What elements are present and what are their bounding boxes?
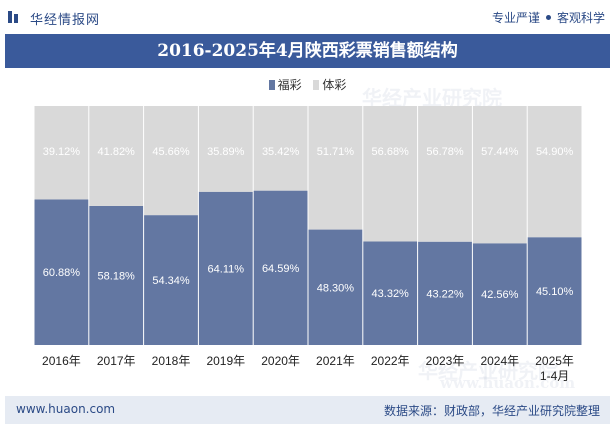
bar-fucai-2 (144, 215, 198, 345)
bar-fucai-9 (527, 237, 582, 345)
x-tick-label-9-line1: 1-4月 (540, 369, 569, 383)
slogan-dot (545, 15, 551, 20)
bar-ticai-1 (89, 106, 144, 206)
x-tick-label-1: 2017年 (97, 354, 136, 368)
data-label-fucai-6: 43.32% (372, 288, 410, 300)
data-label-ticai-2: 45.66% (152, 146, 190, 158)
x-tick-label-6: 2022年 (371, 354, 410, 368)
data-label-fucai-9: 45.10% (536, 286, 574, 298)
data-label-fucai-5: 48.30% (317, 282, 355, 294)
bar-ticai-9 (527, 106, 582, 238)
bar-fucai-6 (363, 241, 418, 345)
data-label-ticai-8: 57.44% (481, 146, 519, 158)
legend-swatch-fucai (268, 79, 275, 90)
x-tick-label-0: 2016年 (42, 354, 81, 368)
footer-url: www.huaon.com (16, 402, 116, 416)
top-bar: 华经情报网 专业严谨 客观科学 (0, 0, 615, 34)
bar-fucai-1 (89, 205, 144, 345)
bar-fucai-7 (418, 241, 472, 345)
legend-item-ticai: 体彩 (313, 76, 346, 93)
bar-ticai-3 (198, 106, 253, 192)
data-label-fucai-0: 60.88% (43, 267, 81, 279)
data-label-fucai-8: 42.56% (481, 289, 519, 301)
bar-ticai-5 (308, 106, 363, 230)
data-label-fucai-3: 64.11% (208, 263, 245, 275)
slogan-left: 专业严谨 (491, 11, 540, 25)
slogan-right: 客观科学 (556, 11, 605, 25)
data-label-fucai-7: 43.22% (426, 288, 464, 300)
data-label-ticai-5: 51.71% (317, 146, 355, 158)
bar-chart-logo-icon (8, 11, 18, 23)
bar-fucai-8 (472, 243, 527, 345)
bar-ticai-8 (472, 106, 527, 244)
bar-ticai-0 (34, 106, 89, 200)
x-tick-label-7: 2023年 (426, 354, 465, 368)
x-tick-label-5: 2021年 (316, 354, 355, 368)
data-label-fucai-4: 64.59% (262, 263, 300, 275)
legend-swatch-ticai (313, 79, 320, 90)
data-label-ticai-6: 56.68% (372, 146, 410, 158)
bar-ticai-7 (418, 106, 472, 242)
legend-item-fucai: 福彩 (268, 76, 302, 93)
chart-title: 2016-2025年4月陕西彩票销售额结构 (5, 34, 610, 68)
bar-fucai-5 (308, 229, 363, 345)
bar-ticai-4 (253, 106, 308, 191)
data-label-ticai-9: 54.90% (536, 146, 574, 158)
footer: www.huaon.com 数据来源：财政部，华经产业研究院整理 (5, 396, 610, 424)
bar-fucai-4 (253, 190, 308, 345)
data-label-ticai-7: 56.78% (426, 146, 464, 158)
bar-fucai-3 (198, 191, 253, 345)
x-tick-label-8: 2024年 (480, 354, 519, 368)
data-label-ticai-0: 39.12% (43, 146, 81, 158)
data-label-ticai-1: 41.82% (98, 146, 136, 158)
bar-ticai-2 (144, 106, 198, 216)
data-label-fucai-1: 58.18% (98, 270, 136, 282)
data-label-fucai-2: 54.34% (152, 275, 190, 287)
x-tick-label-4: 2020年 (261, 354, 300, 368)
bar-fucai-0 (34, 199, 89, 345)
x-tick-label-2: 2018年 (152, 354, 191, 368)
bar-ticai-6 (363, 106, 418, 242)
chart-legend: 福彩 体彩 (0, 76, 615, 93)
x-tick-label-3: 2019年 (206, 354, 245, 368)
legend-label-ticai: 体彩 (322, 78, 347, 92)
data-label-ticai-4: 35.42% (262, 146, 300, 158)
slogan: 专业严谨 客观科学 (492, 9, 605, 26)
legend-label-fucai: 福彩 (277, 78, 302, 92)
footer-source: 数据来源：财政部，华经产业研究院整理 (383, 404, 600, 418)
data-label-ticai-3: 35.89% (207, 146, 245, 158)
brand-name: 华经情报网 (30, 13, 101, 28)
x-tick-label-9: 2025年 (535, 354, 574, 368)
